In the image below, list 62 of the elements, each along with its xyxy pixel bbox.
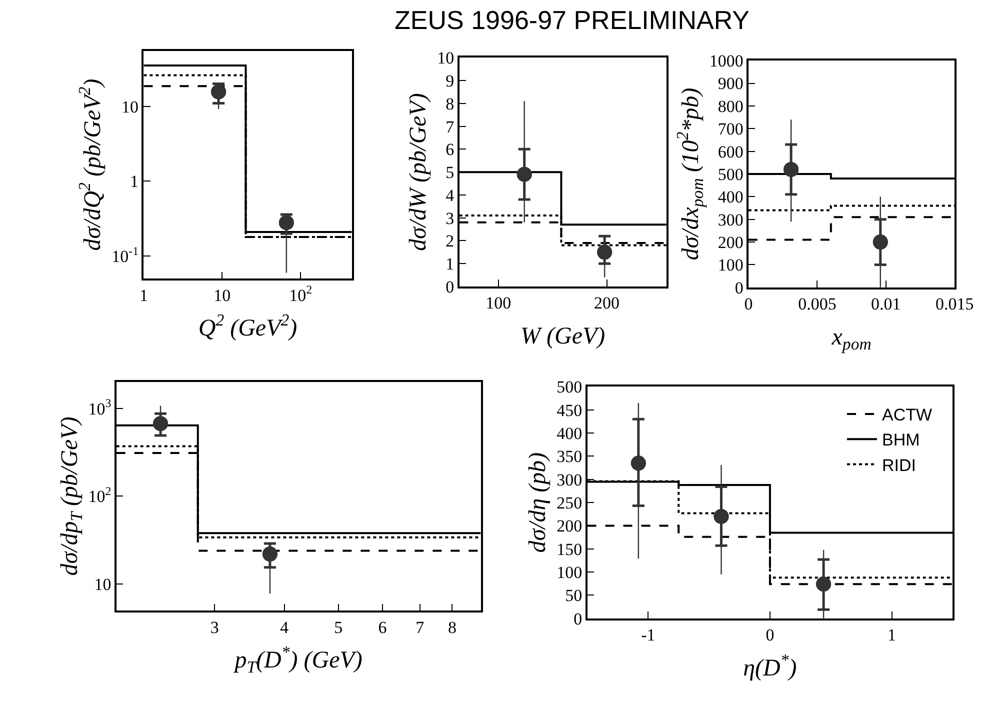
x-tick-label: 10$^{2}$ [289, 282, 312, 305]
chart-title: ZEUS 1996-97 PRELIMINARY [394, 5, 750, 36]
x-axis-title: Q$^{2}$ (GeV$^{2}$) [198, 310, 298, 342]
y-tick-label: 250 [556, 494, 582, 513]
x-tick-label: 5 [334, 618, 343, 637]
legend-label: RIDI [882, 456, 916, 475]
y-tick-label: 100 [556, 563, 582, 582]
y-tick-label: 5 [446, 163, 454, 182]
y-tick-label: 10$^{2}$ [88, 484, 112, 506]
y-tick-label: 10 [122, 97, 139, 116]
x-tick-label: 0.01 [871, 294, 901, 314]
x-axis-title: η(D$^{*}$) [743, 650, 797, 682]
x-tick-label: 0.005 [798, 294, 836, 314]
y-tick-label: 500 [556, 378, 582, 397]
y-tick-label: 2 [446, 232, 454, 251]
y-tick-label: 300 [718, 210, 744, 230]
x-tick-label: 200 [594, 294, 620, 313]
x-tick-label: -1 [641, 626, 656, 645]
y-tick-label: 7 [446, 117, 455, 136]
x-tick-label: 100 [486, 294, 512, 313]
y-tick-label: 1 [446, 254, 454, 274]
x-axis-title: x$_{pom}$ [830, 324, 872, 354]
y-tick-label: 10$^{-1}$ [112, 244, 139, 266]
legend-label: ACTW [882, 406, 932, 425]
y-tick-label: 8 [446, 94, 454, 114]
y-tick-label: 200 [718, 233, 744, 252]
y-tick-label: 400 [556, 424, 582, 444]
y-axis-title: dσ/dW (pb/GeV) [406, 93, 432, 251]
x-tick-label: 0 [766, 626, 774, 645]
y-axis-title: dσ/dη (pb) [525, 452, 552, 553]
x-tick-label: 6 [378, 618, 387, 637]
x-tick-label: 1 [888, 626, 896, 645]
y-tick-label: 100 [718, 256, 744, 275]
x-axis-title: p$_{T}$(D$^{*}$) (GeV) [232, 642, 362, 677]
y-tick-label: 700 [718, 120, 744, 139]
y-tick-label: 3 [446, 208, 454, 228]
y-tick-label: 500 [718, 164, 744, 184]
x-tick-label: 10 [214, 286, 231, 305]
x-axis-title: W (GeV) [520, 323, 606, 350]
y-tick-label: 1000 [709, 52, 744, 71]
x-tick-label: 7 [416, 618, 425, 637]
x-tick-label: 0.015 [936, 294, 974, 314]
y-tick-label: 200 [556, 516, 582, 536]
y-tick-label: 10 [437, 48, 454, 68]
y-tick-label: 450 [556, 400, 582, 420]
y-tick-label: 900 [718, 74, 744, 94]
y-tick-label: 350 [556, 447, 582, 466]
y-tick-label: 4 [446, 186, 455, 205]
y-tick-label: 300 [556, 470, 582, 490]
y-tick-label: 9 [446, 72, 454, 91]
y-tick-label: 10$^{3}$ [88, 396, 112, 418]
y-tick-label: 50 [565, 586, 582, 606]
y-tick-label: 400 [718, 188, 744, 207]
y-tick-label: 600 [718, 142, 744, 162]
y-tick-label: 6 [446, 140, 454, 160]
y-tick-label: 150 [556, 540, 582, 559]
x-tick-label: 4 [280, 618, 290, 637]
legend-label: BHM [882, 430, 920, 450]
x-tick-label: 3 [210, 618, 219, 637]
y-tick-label: 800 [718, 96, 744, 116]
y-tick-label: 1 [130, 172, 139, 192]
y-tick-label: 10 [94, 575, 112, 594]
